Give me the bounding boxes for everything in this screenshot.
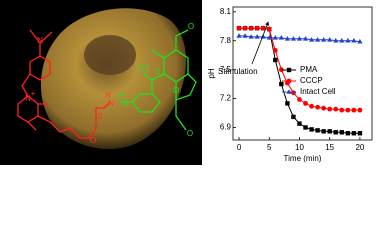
- point: [357, 131, 363, 136]
- atom-label: O: [173, 86, 179, 95]
- point: [309, 103, 314, 109]
- legend-marker: [286, 78, 292, 84]
- atom-label: O: [187, 129, 193, 138]
- point: [279, 81, 284, 87]
- x-tick-label: 0: [237, 143, 242, 152]
- point: [272, 47, 278, 53]
- point: [297, 121, 302, 126]
- point: [266, 26, 272, 32]
- point: [315, 128, 320, 133]
- point: [345, 131, 351, 136]
- atom-label: S: [97, 112, 102, 121]
- point: [357, 38, 363, 44]
- atom-label: N: [122, 99, 128, 108]
- x-tick-label: 10: [295, 143, 304, 152]
- legend-label: CCCP: [300, 76, 323, 85]
- legend-marker: [286, 67, 292, 73]
- point: [315, 36, 321, 42]
- point: [236, 33, 242, 38]
- point: [285, 101, 290, 106]
- point: [321, 105, 327, 111]
- atom-label: CO: [137, 64, 149, 73]
- point: [321, 129, 326, 134]
- atom-label: H: [119, 91, 125, 100]
- point: [339, 37, 345, 43]
- point: [278, 67, 284, 73]
- point: [327, 129, 332, 134]
- point: [327, 106, 333, 112]
- point: [339, 107, 345, 113]
- point: [278, 35, 284, 40]
- atom-label: O: [90, 136, 96, 145]
- point: [291, 90, 296, 96]
- atom-label: N: [25, 94, 31, 103]
- point: [290, 36, 297, 41]
- point: [272, 35, 278, 40]
- point: [309, 127, 314, 132]
- chart: 6.9 7.2 7.5 7.8 8.1 0 5 10 15 20 Time (min) pH PMA CC…: [207, 6, 373, 163]
- point: [260, 25, 266, 31]
- point: [333, 37, 339, 43]
- point: [242, 33, 248, 38]
- point: [273, 57, 278, 63]
- point: [351, 131, 357, 136]
- point: [291, 114, 296, 120]
- point: [296, 36, 303, 41]
- point: [242, 25, 248, 31]
- point: [248, 25, 254, 31]
- atom-label: N: [37, 36, 43, 45]
- legend-label: Intact Cell: [300, 87, 336, 96]
- structure-green: [120, 29, 197, 131]
- point: [266, 35, 272, 40]
- y-tick-label: 6.9: [220, 123, 232, 132]
- point: [284, 36, 290, 41]
- atom-label: +: [31, 89, 36, 98]
- plot-frame: [232, 6, 373, 141]
- point: [303, 125, 308, 130]
- point: [248, 34, 254, 39]
- y-tick-label: 8.1: [220, 7, 232, 16]
- legend-marker: [286, 89, 292, 94]
- annotation-arrow: [251, 21, 269, 65]
- point: [236, 25, 242, 31]
- atom-label: H: [105, 91, 111, 100]
- legend-label: PMA: [300, 65, 318, 74]
- atom-label: 2: [156, 67, 161, 76]
- point: [297, 97, 302, 102]
- point: [351, 107, 357, 113]
- x-tick-label: 5: [267, 143, 272, 152]
- point: [327, 36, 333, 42]
- point: [254, 34, 260, 39]
- point: [308, 36, 315, 42]
- point: [254, 25, 260, 31]
- annotation: Stimulation: [218, 67, 258, 76]
- point: [302, 36, 309, 41]
- point: [315, 104, 321, 110]
- y-tick-label: 7.2: [220, 94, 232, 103]
- structure-red: [17, 29, 111, 139]
- point: [333, 106, 339, 112]
- x-tick-label: 15: [325, 143, 334, 152]
- micrograph: [0, 0, 202, 165]
- point: [303, 100, 308, 106]
- x-axis-title: Time (min): [284, 154, 322, 163]
- point: [345, 107, 351, 113]
- point: [333, 130, 338, 135]
- atom-label: N: [108, 99, 114, 108]
- point: [351, 37, 357, 43]
- y-axis-title: pH: [207, 68, 216, 78]
- y-tick-label: 7.5: [220, 65, 232, 74]
- point: [345, 37, 351, 43]
- x-tick-label: 20: [355, 143, 364, 152]
- page: {"image_labels": ["N", "N", "+", "O", "H…: [0, 0, 373, 165]
- point: [339, 130, 344, 135]
- point: [321, 36, 327, 42]
- y-tick-label: 7.8: [220, 36, 232, 45]
- point: [357, 107, 363, 113]
- atom-label: O: [188, 22, 194, 31]
